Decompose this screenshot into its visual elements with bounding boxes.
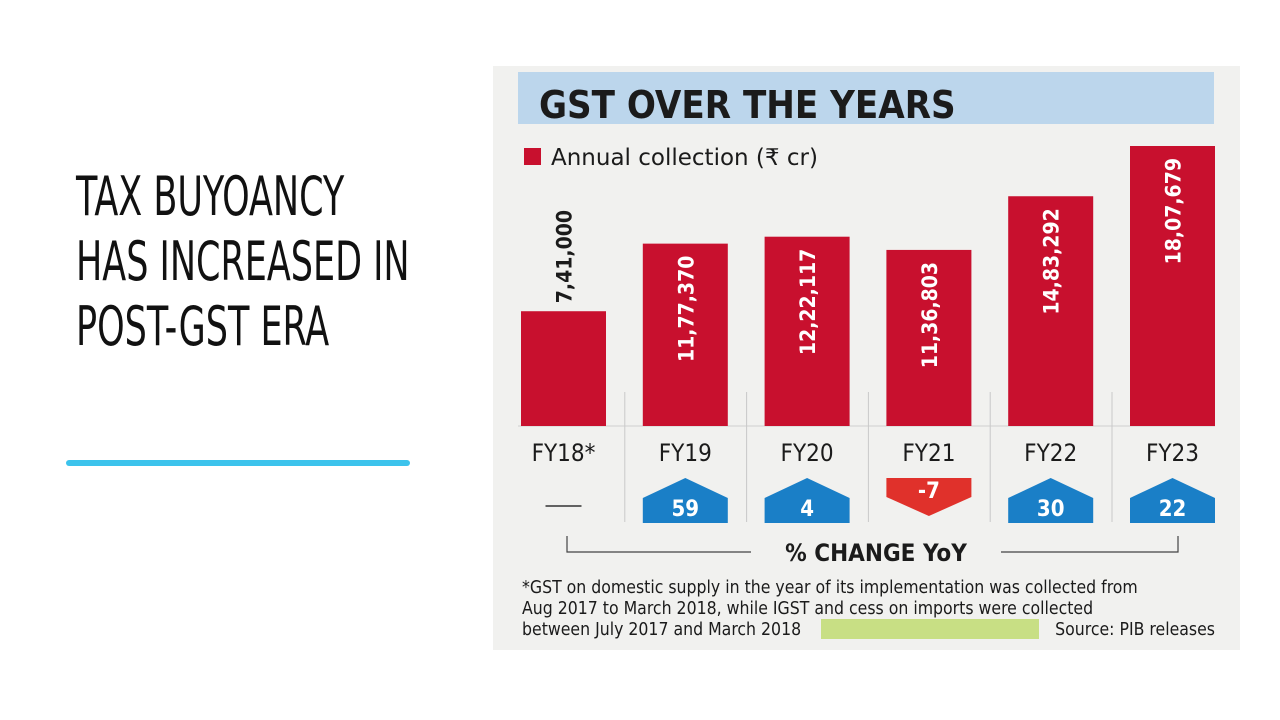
category-label: FY20 (781, 439, 834, 467)
category-label: FY18* (532, 439, 596, 467)
yoy-up-arrow (764, 478, 850, 523)
bar (1008, 196, 1094, 426)
category-label: FY19 (659, 439, 712, 467)
bar (521, 311, 606, 426)
yoy-up-arrow (1008, 478, 1094, 523)
slide-title-line-3: POST-GST ERA (76, 294, 330, 358)
bar-value-label: 11,36,803 (918, 262, 942, 368)
category-label: FY22 (1024, 439, 1077, 467)
slide-title-line-2: HAS INCREASED IN (76, 229, 410, 293)
yoy-up-arrow (1130, 478, 1215, 523)
chart-title: GST OVER THE YEARS (539, 83, 956, 127)
legend-swatch (524, 148, 541, 165)
chart-title-band (518, 72, 1214, 124)
footnote-line-1: *GST on domestic supply in the year of i… (522, 578, 1138, 598)
bar-value-label: 14,83,292 (1040, 208, 1064, 314)
title-underline (66, 460, 410, 466)
bar-value-label: 18,07,679 (1162, 158, 1186, 264)
bar (764, 236, 850, 426)
yoy-value: 59 (672, 497, 700, 522)
footnote-highlight (821, 619, 1039, 639)
legend-label: Annual collection (₹ cr) (551, 145, 818, 171)
bar (886, 249, 972, 426)
yoy-value: 22 (1159, 497, 1187, 522)
footnote-line-2: Aug 2017 to March 2018, while IGST and c… (522, 599, 1093, 619)
value-labels-group: 7,41,000 11,77,370 12,22,117 11,36,803 14,83… (553, 158, 1186, 368)
bar-value-label: 11,77,370 (674, 256, 698, 362)
slide-title-line-1: TAX BUYOANCY (76, 165, 345, 228)
yoy-value: 4 (800, 497, 814, 522)
bar (642, 243, 728, 426)
yoy-markers-group: 59 4 -7 30 22 (545, 478, 1215, 523)
bars-group (521, 146, 1215, 426)
category-dividers (624, 392, 1113, 522)
footnote-line-3: between July 2017 and March 2018 (522, 620, 801, 640)
chart-canvas: GST OVER THE YEARS Annual collection (₹ … (518, 72, 1215, 640)
category-label: FY23 (1146, 439, 1199, 467)
bar-value-label: 12,22,117 (796, 249, 820, 355)
category-labels-group: FY18* FY19 FY20 FY21 FY22 FY23 (532, 439, 1199, 467)
chart-source: Source: PIB releases (1055, 620, 1215, 640)
category-label: FY21 (902, 439, 955, 467)
yoy-bracket (566, 536, 1179, 553)
yoy-down-arrow (886, 478, 972, 516)
yoy-value: -7 (918, 479, 940, 504)
yoy-caption: % CHANGE YoY (785, 539, 967, 567)
yoy-up-arrow (642, 478, 728, 523)
bar-value-label: 7,41,000 (553, 210, 577, 303)
bar (1130, 146, 1215, 426)
gst-chart: GST OVER THE YEARS Annual collection (₹ … (493, 66, 1240, 650)
yoy-value: 30 (1037, 497, 1065, 522)
slide-title: TAX BUYOANCY HAS INCREASED IN POST-GST E… (76, 165, 410, 359)
